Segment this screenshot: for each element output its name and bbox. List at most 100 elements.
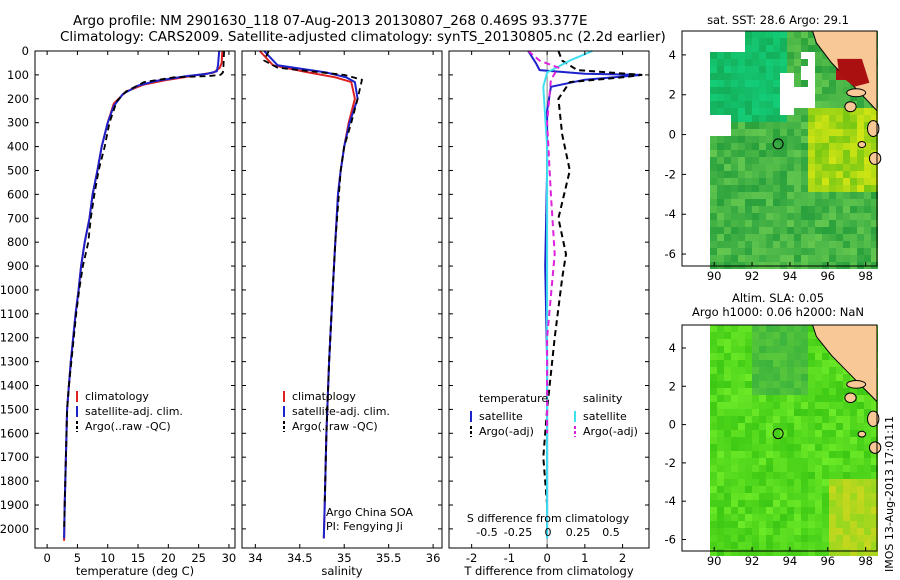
- map-cell: [815, 59, 822, 66]
- map-cell: [815, 514, 822, 521]
- map-cell: [843, 507, 850, 514]
- map-cell: [843, 206, 850, 213]
- map-cell: [801, 437, 808, 444]
- map-cell: [864, 437, 871, 444]
- map-cell: [759, 255, 766, 262]
- map-cell: [745, 255, 752, 262]
- map-cell: [766, 80, 773, 87]
- map-cell: [724, 185, 731, 192]
- map-cell: [864, 542, 871, 549]
- map-cell: [773, 444, 780, 451]
- x-tick-label: 92: [745, 269, 760, 283]
- series-line-climatology: [63, 50, 224, 541]
- map-cell: [773, 31, 780, 38]
- map-cell: [808, 388, 815, 395]
- map-cell: [857, 409, 864, 416]
- map-cell: [766, 227, 773, 234]
- map-cell: [801, 31, 808, 38]
- map-cell: [843, 150, 850, 157]
- map-cell: [731, 451, 738, 458]
- map-cell: [766, 115, 773, 122]
- map-cell: [794, 115, 801, 122]
- map-cell: [857, 108, 864, 115]
- map-cell: [801, 220, 808, 227]
- map-cell: [871, 136, 878, 143]
- map-cell: [808, 248, 815, 255]
- map-cell: [815, 500, 822, 507]
- map-cell: [864, 479, 871, 486]
- map-cell: [780, 395, 787, 402]
- map-cell: [843, 472, 850, 479]
- y-tick-label: 0: [22, 44, 29, 58]
- map-cell: [864, 234, 871, 241]
- map-cell: [724, 409, 731, 416]
- map-cell: [752, 367, 759, 374]
- top-tick-label: 0.25: [566, 526, 591, 539]
- map-cell: [759, 206, 766, 213]
- map-cell: [738, 521, 745, 528]
- map-cell: [724, 241, 731, 248]
- map-cell: [864, 507, 871, 514]
- map-cell: [717, 248, 724, 255]
- map-cell: [787, 472, 794, 479]
- island: [846, 380, 867, 389]
- map-cell: [724, 199, 731, 206]
- map-cell: [731, 115, 738, 122]
- map-cell: [787, 395, 794, 402]
- map-cell: [710, 367, 717, 374]
- map-cell: [829, 360, 836, 367]
- map-cell: [857, 500, 864, 507]
- map-cell: [766, 199, 773, 206]
- map-cell: [801, 542, 808, 549]
- map-cell: [864, 535, 871, 542]
- series-line-satellite: [542, 50, 593, 539]
- y-tick-label: 1000: [0, 283, 29, 297]
- map-cell: [738, 430, 745, 437]
- map-cell: [836, 493, 843, 500]
- map-cell: [724, 178, 731, 185]
- map-cell: [738, 66, 745, 73]
- map-cell: [745, 507, 752, 514]
- map-cell: [710, 255, 717, 262]
- map-cell: [843, 486, 850, 493]
- map-cell: [808, 500, 815, 507]
- map-cell: [745, 241, 752, 248]
- map-cell: [710, 332, 717, 339]
- map-cell: [717, 535, 724, 542]
- map-cell: [864, 213, 871, 220]
- map-cell: [738, 549, 745, 556]
- map-cell: [717, 381, 724, 388]
- map-cell: [815, 444, 822, 451]
- map-cell: [738, 80, 745, 87]
- map-cell: [731, 528, 738, 535]
- map-cell: [752, 486, 759, 493]
- map-cell: [836, 486, 843, 493]
- x-axis-label: T difference from climatology: [463, 564, 634, 578]
- map-cell: [829, 87, 836, 94]
- map-cell: [738, 150, 745, 157]
- map-cell: [738, 535, 745, 542]
- map-cell: [822, 437, 829, 444]
- map-cell: [759, 409, 766, 416]
- map-cell: [731, 381, 738, 388]
- map-cell: [808, 395, 815, 402]
- map-cell: [710, 381, 717, 388]
- map-cell: [752, 192, 759, 199]
- map-cell: [836, 549, 843, 556]
- map-cell: [717, 367, 724, 374]
- map-cell: [717, 500, 724, 507]
- map-cell: [710, 325, 717, 332]
- map-cell: [857, 507, 864, 514]
- map-cell: [857, 255, 864, 262]
- map-cell: [745, 339, 752, 346]
- map-cell: [710, 423, 717, 430]
- map-cell: [738, 388, 745, 395]
- map-cell: [780, 500, 787, 507]
- map-cell: [773, 339, 780, 346]
- map-cell: [759, 332, 766, 339]
- map-cell: [787, 409, 794, 416]
- map-cell: [717, 150, 724, 157]
- map-cell: [794, 395, 801, 402]
- map-cell: [759, 80, 766, 87]
